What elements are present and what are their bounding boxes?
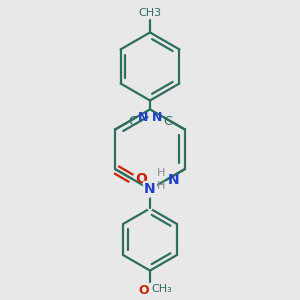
Text: N: N bbox=[137, 111, 148, 124]
Text: O: O bbox=[135, 172, 147, 186]
Text: CH3: CH3 bbox=[138, 8, 162, 18]
Text: H: H bbox=[157, 168, 165, 178]
Text: H: H bbox=[157, 182, 165, 191]
Text: C: C bbox=[128, 115, 137, 128]
Text: N: N bbox=[144, 182, 156, 196]
Text: C: C bbox=[163, 115, 172, 128]
Text: CH₃: CH₃ bbox=[152, 284, 172, 294]
Text: N: N bbox=[168, 172, 179, 187]
Text: N: N bbox=[152, 111, 163, 124]
Text: O: O bbox=[138, 284, 148, 297]
